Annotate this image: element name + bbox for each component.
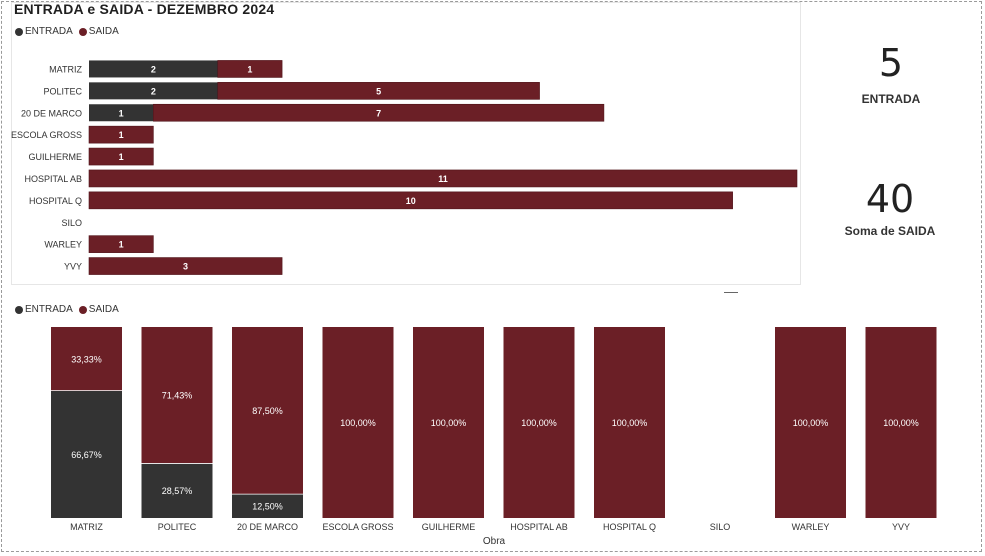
data-label: 1	[119, 130, 124, 140]
bar-saida-matriz[interactable]	[217, 60, 283, 78]
legend-dot-saida	[78, 305, 87, 314]
bar-entrada-politec[interactable]	[89, 82, 218, 100]
kpi-card-entrada[interactable]: 5 ENTRADA	[811, 44, 971, 106]
column-entrada-20-de-marco[interactable]	[232, 494, 303, 518]
kpi-card-saida[interactable]: 40 Soma de SAIDA	[810, 180, 970, 238]
bar-saida-politec[interactable]	[217, 82, 540, 100]
data-label: 10	[406, 196, 416, 206]
legend-dot-entrada	[15, 27, 23, 36]
data-label: 5	[376, 86, 381, 96]
bottom-chart-legend[interactable]: ENTRADA SAIDA	[15, 304, 125, 315]
column-saida-matriz[interactable]	[51, 327, 122, 391]
data-label: 100,00%	[793, 418, 829, 428]
data-label: 2	[151, 86, 156, 96]
data-label: 12,50%	[252, 502, 283, 512]
data-label: 100,00%	[883, 418, 919, 428]
category-label: HOSPITAL Q	[29, 196, 82, 206]
horizontal-stacked-bar-chart[interactable]: MATRIZ 2 1 POLITEC 2 5 20 DE MARCO 1 7 ESCOLA GRO…	[0, 0, 985, 290]
bar-saida-warley[interactable]	[88, 235, 154, 253]
data-label: 66,67%	[71, 450, 102, 460]
kpi-value-entrada: 5	[878, 41, 904, 85]
category-label: POLITEC	[158, 522, 197, 532]
percent-stacked-column-chart[interactable]: 33,33% 66,67% MATRIZ 71,43% 28,57% POLITEC 87,…	[0, 315, 985, 553]
legend-label-saida: SAIDA	[88, 26, 119, 37]
focus-mode-icon[interactable]	[724, 292, 738, 293]
category-label: WARLEY	[44, 240, 82, 250]
data-label: 2	[151, 64, 156, 74]
column-saida-20-de-marco[interactable]	[232, 327, 303, 495]
top-chart-legend[interactable]: ENTRADA SAIDA	[15, 26, 125, 37]
category-label: ESCOLA GROSS	[322, 522, 393, 532]
data-label: 71,43%	[162, 391, 193, 401]
data-label: 100,00%	[521, 418, 557, 428]
category-label: SILO	[61, 218, 82, 228]
category-label: HOSPITAL Q	[603, 522, 656, 532]
data-label: 1	[119, 108, 124, 118]
legend-dot-entrada	[15, 305, 23, 314]
category-label: 20 DE MARCO	[237, 522, 298, 532]
kpi-value-saida: 40	[865, 177, 915, 221]
category-label: HOSPITAL AB	[24, 174, 82, 184]
column-entrada-politec[interactable]	[141, 463, 213, 518]
legend-item-entrada[interactable]: ENTRADA	[15, 26, 73, 37]
category-label: ESCOLA GROSS	[11, 130, 82, 140]
legend-dot-saida	[78, 27, 87, 36]
data-label: 11	[438, 174, 448, 184]
column-saida-guilherme[interactable]	[413, 327, 484, 518]
column-entrada-matriz[interactable]	[51, 390, 122, 518]
data-label: 33,33%	[71, 354, 102, 364]
data-label: 28,57%	[162, 486, 193, 496]
chart-title: ENTRADA e SAIDA - DEZEMBRO 2024	[14, 1, 275, 17]
category-label: MATRIZ	[70, 522, 103, 532]
column-saida-hospital-q[interactable]	[594, 327, 665, 518]
bar-saida-guilherme[interactable]	[88, 147, 154, 166]
bar-saida-escola-gross[interactable]	[88, 125, 154, 144]
category-label: YVY	[64, 262, 82, 272]
kpi-label-entrada: ENTRADA	[861, 92, 921, 106]
bar-entrada-matriz[interactable]	[89, 60, 218, 78]
data-label: 7	[376, 108, 381, 118]
bar-entrada-20-de-marco[interactable]	[89, 104, 154, 122]
legend-item-saida[interactable]: SAIDA	[78, 26, 119, 37]
data-label: 100,00%	[340, 418, 376, 428]
x-axis-title: Obra	[483, 536, 506, 547]
column-saida-yvy[interactable]	[865, 327, 937, 518]
category-label: WARLEY	[792, 522, 830, 532]
legend-item-entrada[interactable]: ENTRADA	[15, 304, 73, 315]
bar-saida-20-de-marco[interactable]	[153, 103, 605, 122]
legend-label-entrada: ENTRADA	[25, 304, 73, 315]
data-label: 100,00%	[612, 418, 648, 428]
column-saida-escola-gross[interactable]	[322, 327, 394, 518]
kpi-label-saida: Soma de SAIDA	[844, 224, 936, 238]
bar-saida-hospital-ab[interactable]	[88, 169, 798, 188]
bar-saida-hospital-q[interactable]	[88, 191, 733, 210]
data-label: 87,50%	[252, 406, 283, 416]
data-label: 100,00%	[431, 418, 467, 428]
data-label: 1	[247, 64, 252, 74]
category-label: HOSPITAL AB	[510, 522, 568, 532]
data-label: 1	[119, 152, 124, 162]
data-label: 3	[183, 262, 188, 272]
column-saida-politec[interactable]	[141, 327, 213, 464]
column-saida-warley[interactable]	[775, 327, 846, 518]
category-label: GUILHERME	[422, 522, 476, 532]
data-label: 1	[119, 240, 124, 250]
legend-item-saida[interactable]: SAIDA	[78, 304, 119, 315]
legend-label-entrada: ENTRADA	[25, 26, 73, 37]
category-label: 20 DE MARCO	[21, 108, 82, 118]
category-label: POLITEC	[43, 86, 82, 96]
column-saida-hospital-ab[interactable]	[503, 327, 575, 518]
category-label: MATRIZ	[49, 64, 82, 74]
category-label: GUILHERME	[28, 152, 82, 162]
category-label: SILO	[710, 522, 731, 532]
bar-saida-yvy[interactable]	[88, 257, 283, 275]
category-label: YVY	[892, 522, 910, 532]
legend-label-saida: SAIDA	[88, 304, 119, 315]
